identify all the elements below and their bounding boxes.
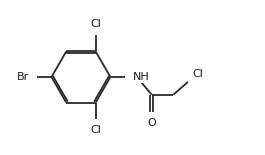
Text: Br: Br [17,72,29,82]
Text: Cl: Cl [90,19,101,29]
Text: NH: NH [132,72,149,82]
Text: Cl: Cl [90,125,101,135]
Text: Cl: Cl [192,69,203,79]
Text: O: O [147,118,156,128]
